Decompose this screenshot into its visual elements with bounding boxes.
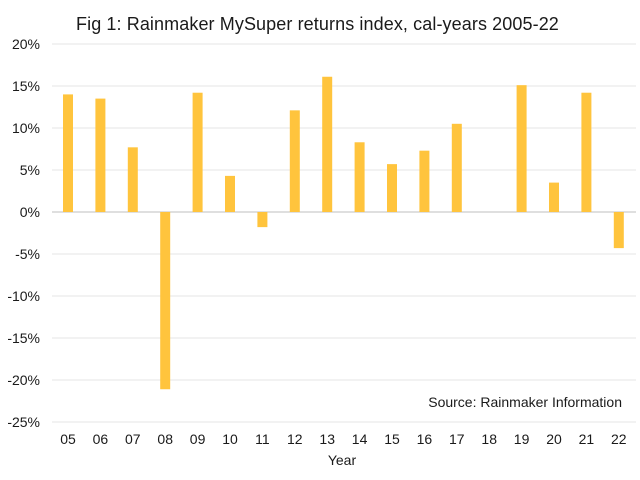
chart-title: Fig 1: Rainmaker MySuper returns index, … xyxy=(76,14,559,34)
bar-19 xyxy=(516,85,527,212)
bar-15 xyxy=(387,164,397,212)
y-tick-labels: 20% 15% 10% 5% 0% -5% -10% -15% -20% -25% xyxy=(7,36,40,430)
y-tick-label: -20% xyxy=(7,372,40,388)
x-tick-label: 22 xyxy=(611,431,627,447)
gridlines xyxy=(52,43,636,423)
y-tick-label: 0% xyxy=(20,204,40,220)
bar-22 xyxy=(613,212,624,249)
x-tick-label: 17 xyxy=(449,431,465,447)
y-tick-label: -25% xyxy=(7,414,40,430)
bar-14 xyxy=(354,142,365,212)
bar-16 xyxy=(419,150,430,212)
bar-17 xyxy=(451,123,462,212)
x-tick-label: 12 xyxy=(287,431,303,447)
bar-09 xyxy=(192,92,203,212)
bar-11 xyxy=(257,212,268,228)
y-tick-label: -5% xyxy=(15,246,40,262)
x-tick-label: 16 xyxy=(417,431,433,447)
x-axis-title: Year xyxy=(328,452,357,468)
x-tick-label: 07 xyxy=(125,431,141,447)
x-tick-label: 06 xyxy=(93,431,109,447)
source-annotation: Source: Rainmaker Information xyxy=(428,394,622,410)
y-tick-label: -10% xyxy=(7,288,40,304)
x-tick-label: 15 xyxy=(384,431,400,447)
bar-05 xyxy=(63,94,73,212)
x-tick-label: 09 xyxy=(190,431,206,447)
x-tick-label: 05 xyxy=(60,431,76,447)
x-tick-label: 13 xyxy=(319,431,335,447)
y-tick-label: -15% xyxy=(7,330,40,346)
x-tick-label: 11 xyxy=(255,431,270,447)
bar-12 xyxy=(289,110,300,212)
y-tick-label: 5% xyxy=(20,162,40,178)
bars xyxy=(63,76,624,390)
bar-21 xyxy=(581,92,592,212)
x-tick-label: 21 xyxy=(579,431,595,447)
bar-06 xyxy=(95,98,106,212)
bar-10 xyxy=(225,175,235,212)
x-tick-label: 10 xyxy=(222,431,238,447)
y-tick-label: 15% xyxy=(12,78,40,94)
x-tick-label: 20 xyxy=(546,431,562,447)
bar-07 xyxy=(127,147,138,212)
bar-20 xyxy=(549,182,559,212)
y-tick-label: 10% xyxy=(12,120,40,136)
x-tick-label: 18 xyxy=(481,431,497,447)
bar-08 xyxy=(160,212,171,390)
x-tick-labels: 05 06 07 08 09 10 11 12 13 14 15 16 17 18 19 20 21 22 xyxy=(60,431,627,447)
x-tick-label: 19 xyxy=(514,431,530,447)
y-tick-label: 20% xyxy=(12,36,40,52)
bar-13 xyxy=(322,76,333,212)
x-tick-label: 08 xyxy=(157,431,173,447)
x-tick-label: 14 xyxy=(352,431,368,447)
